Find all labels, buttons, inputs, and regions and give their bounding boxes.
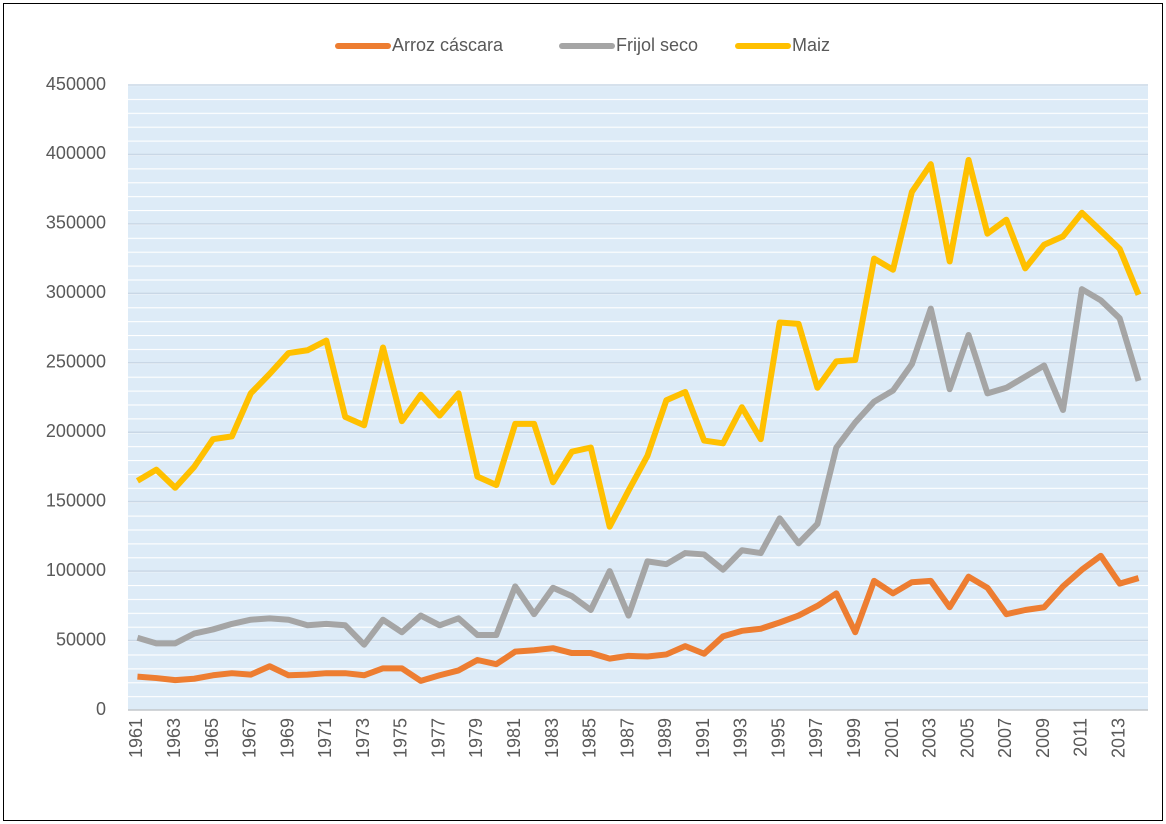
x-tick-label: 1963 [164,718,184,758]
series-line [136,286,1142,648]
legend-label: Frijol seco [616,35,698,55]
legend-label: Arroz cáscara [392,35,504,55]
x-tick-label: 2001 [882,718,902,758]
y-tick-label: 450000 [46,74,106,94]
x-tick-label: 1975 [391,718,411,758]
x-tick-label: 2013 [1108,718,1128,758]
x-tick-label: 2007 [995,718,1015,758]
x-tick-label: 1987 [617,718,637,758]
x-tick-label: 2003 [920,718,940,758]
x-tick-label: 1973 [353,718,373,758]
x-tick-label: 1971 [315,718,335,758]
x-tick-label: 1981 [504,718,524,758]
series-line [135,157,1142,530]
x-tick-label: 1961 [126,718,146,758]
x-tick-label: 2005 [957,718,977,758]
x-tick-label: 1993 [731,718,751,758]
y-tick-label: 200000 [46,421,106,441]
x-tick-label: 1989 [655,718,675,758]
x-tick-label: 1967 [240,718,260,758]
x-tick-label: 1985 [580,718,600,758]
x-tick-label: 1991 [693,718,713,758]
y-tick-label: 400000 [46,143,106,163]
x-tick-label: 1965 [202,718,222,758]
y-tick-label: 0 [96,699,106,719]
x-tick-label: 1999 [844,718,864,758]
y-tick-label: 50000 [56,629,106,649]
y-tick-label: 150000 [46,490,106,510]
y-tick-label: 250000 [46,352,106,372]
y-tick-label: 100000 [46,560,106,580]
x-tick-label: 2011 [1071,718,1091,757]
x-tick-label: 2009 [1033,718,1053,758]
x-tick-label: 1983 [542,718,562,758]
series-line [137,552,1140,684]
x-tick-label: 1995 [768,718,788,758]
y-tick-label: 300000 [46,282,106,302]
x-tick-label: 1979 [466,718,486,758]
legend-label: Maiz [792,35,830,55]
x-tick-label: 1969 [277,718,297,758]
y-tick-label: 350000 [46,213,106,233]
x-tick-label: 1977 [428,718,448,758]
x-tick-label: 1997 [806,718,826,758]
